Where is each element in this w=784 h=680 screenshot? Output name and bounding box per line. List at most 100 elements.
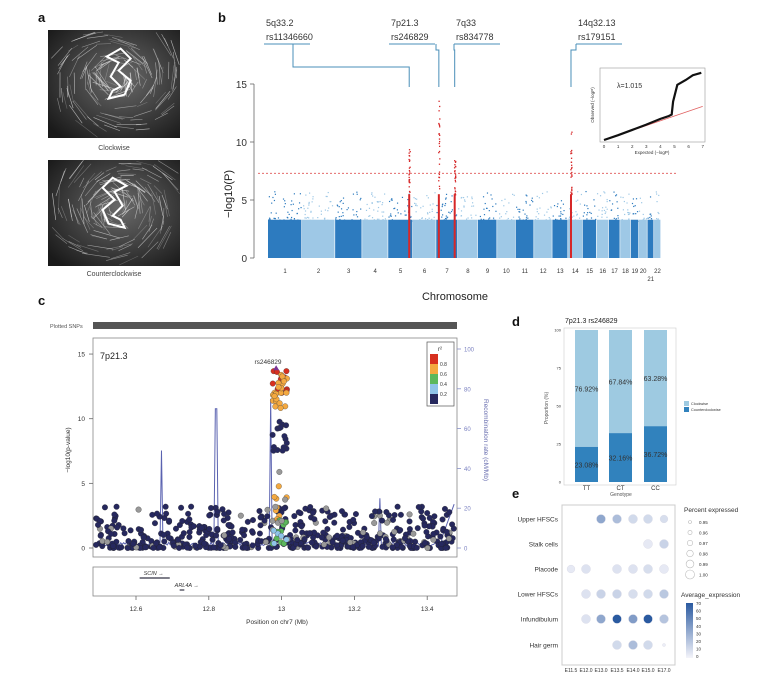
snp-point <box>657 211 659 214</box>
snp-point <box>547 220 549 222</box>
snp-point <box>390 213 392 215</box>
snp-point <box>635 213 637 215</box>
snp-point <box>388 200 391 203</box>
snp-point <box>269 220 271 223</box>
bar-x-tick-label: TT <box>583 486 591 492</box>
snp-point <box>446 217 448 219</box>
bar-x-tick-label: CT <box>617 486 625 492</box>
snp-point <box>635 198 638 200</box>
snp-point <box>293 217 296 220</box>
snp-point <box>508 220 510 223</box>
snp-point <box>336 204 338 206</box>
hair-strand <box>145 186 156 203</box>
snp-point <box>378 201 380 203</box>
snp-point <box>317 217 319 219</box>
snp-point <box>641 202 643 204</box>
hair-strand <box>101 192 116 200</box>
snp-point <box>590 217 593 219</box>
expression-dot <box>612 640 622 650</box>
snp-point <box>261 517 268 524</box>
hair-strand <box>97 206 105 227</box>
chromosome-tick-label: 3 <box>347 269 351 275</box>
snp-point <box>339 537 346 544</box>
snp-point <box>101 504 108 511</box>
hair-strand <box>171 69 178 92</box>
snp-point <box>656 220 658 222</box>
snp-point <box>410 530 417 537</box>
snp-point <box>186 516 193 523</box>
significant-snp-point <box>454 161 457 163</box>
significant-snp-point <box>408 158 410 161</box>
snp-point <box>562 203 565 205</box>
lambda-annotation: λ=1.015 <box>617 83 642 90</box>
hair-strand <box>155 191 163 212</box>
snp-point <box>442 544 449 551</box>
snp-point <box>404 214 406 216</box>
snp-point <box>489 217 491 219</box>
snp-point <box>308 192 311 194</box>
snp-point <box>617 217 619 219</box>
snp-point <box>618 220 620 222</box>
snp-point <box>658 212 660 215</box>
snp-point <box>308 204 310 206</box>
snp-point <box>441 214 444 216</box>
snp-point <box>350 516 357 523</box>
hair-strand <box>133 110 152 117</box>
hair-strand <box>81 65 88 79</box>
snp-point <box>542 220 544 222</box>
significant-snp-point <box>454 188 456 190</box>
snp-point <box>381 211 383 213</box>
snp-point <box>601 213 603 216</box>
snp-point <box>226 535 233 542</box>
gene-label: SCIN → <box>144 571 164 577</box>
snp-point <box>586 218 588 220</box>
snp-point <box>437 533 444 540</box>
snp-point <box>166 517 173 524</box>
significant-snp-point <box>438 152 440 154</box>
snp-point <box>256 530 263 537</box>
snp-point <box>356 210 358 213</box>
hair-strand <box>117 39 140 51</box>
snp-point <box>365 543 372 550</box>
row-label: Hair germ <box>529 643 558 650</box>
qq-x-tick-label: 7 <box>701 144 704 149</box>
snp-point <box>416 198 418 200</box>
hair-strand <box>55 234 68 244</box>
snp-point <box>627 213 630 216</box>
snp-point <box>615 195 617 197</box>
snp-point <box>290 218 292 220</box>
snp-point <box>308 201 310 204</box>
snp-point <box>307 216 309 219</box>
snp-point <box>256 508 263 514</box>
snp-point <box>399 220 401 222</box>
snp-point <box>303 208 305 210</box>
snp-point <box>614 220 616 222</box>
snp-point <box>391 512 398 518</box>
significant-snp-point <box>408 154 410 157</box>
snp-point <box>140 534 147 541</box>
gene-label: ARL4A → <box>174 583 199 589</box>
hair-strand <box>79 177 85 188</box>
significant-snp-point <box>571 186 573 189</box>
chromosome-tick-label: 22 <box>654 269 661 275</box>
peak-snp-point <box>272 503 279 510</box>
snp-point <box>620 196 622 198</box>
snp-point <box>390 215 392 217</box>
hair-strand <box>167 86 177 100</box>
bar-value-label: 32.16% <box>609 456 633 463</box>
significant-snp-point <box>571 164 573 166</box>
snp-point <box>113 503 120 510</box>
hair-strand <box>71 46 89 61</box>
snp-point <box>455 215 457 217</box>
snp-point <box>274 193 276 195</box>
chromosome-tick-label: 4 <box>374 269 378 275</box>
significant-snp-point <box>438 100 440 102</box>
peak-snp-point <box>275 483 282 490</box>
peak-snp-point <box>281 433 288 440</box>
snp-point <box>318 534 325 541</box>
snp-point <box>292 203 294 205</box>
snp-point <box>446 509 453 516</box>
hair-strand <box>81 198 85 225</box>
hair-strand <box>142 224 153 240</box>
snp-point <box>451 209 453 211</box>
